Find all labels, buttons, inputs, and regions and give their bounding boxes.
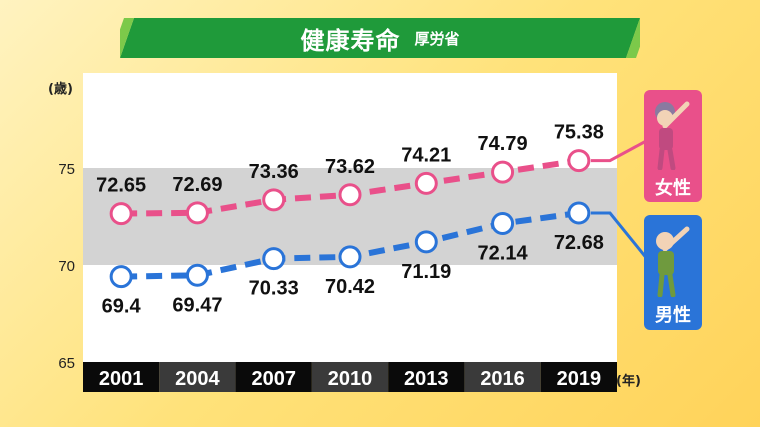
y-axis-unit: (歳) — [48, 82, 73, 97]
data-point-female — [414, 171, 438, 195]
x-category-cell — [235, 362, 312, 392]
data-point-female — [262, 188, 286, 212]
y-tick-label: 75 — [58, 161, 75, 178]
title-banner-shape — [120, 18, 640, 58]
x-category-cell — [388, 362, 465, 392]
data-label-female: 73.62 — [325, 156, 375, 178]
data-label-male: 70.33 — [249, 278, 299, 300]
data-point-female — [185, 201, 209, 225]
data-point-male — [338, 245, 362, 269]
x-tick-label: 2013 — [404, 368, 449, 390]
data-label-female: 73.36 — [249, 161, 299, 183]
legend-male-label: 男性 — [655, 305, 691, 326]
x-tick-label: 2019 — [557, 368, 602, 390]
data-point-male — [109, 265, 133, 289]
data-label-female: 75.38 — [554, 122, 604, 144]
data-point-male — [262, 247, 286, 271]
data-label-female: 74.79 — [478, 133, 528, 155]
data-label-male: 72.14 — [478, 242, 529, 264]
data-point-female — [109, 202, 133, 226]
y-tick-label: 70 — [58, 258, 75, 275]
x-category-cell — [159, 362, 236, 392]
stretching-woman-icon — [655, 101, 690, 170]
data-point-female — [491, 160, 515, 184]
x-tick-label: 2010 — [328, 368, 373, 390]
x-category-cell — [311, 362, 389, 392]
data-label-male: 69.47 — [172, 294, 222, 316]
data-point-female — [567, 149, 591, 173]
data-point-male — [567, 201, 591, 225]
data-label-male: 71.19 — [401, 261, 451, 283]
data-label-male: 72.68 — [554, 232, 604, 254]
x-tick-label: 2004 — [175, 368, 220, 390]
chart-title: 健康寿命 — [300, 26, 401, 55]
data-point-female — [338, 183, 362, 207]
data-label-female: 72.65 — [96, 175, 146, 197]
x-tick-label: 2007 — [251, 368, 296, 390]
legend-male: 男性 — [644, 215, 702, 330]
data-point-male — [414, 230, 438, 254]
legend-female-label: 女性 — [655, 178, 691, 199]
data-point-male — [491, 211, 515, 235]
x-axis-unit: (年) — [616, 374, 641, 389]
data-label-female: 74.21 — [401, 144, 451, 166]
stretching-man-icon — [656, 226, 690, 297]
legend-connector-female — [590, 138, 649, 163]
data-label-male: 70.42 — [325, 276, 375, 298]
legend-connector-male — [590, 211, 650, 261]
x-category-cell — [83, 362, 160, 392]
x-category-cell — [464, 362, 541, 392]
data-label-male: 69.4 — [102, 296, 142, 318]
title-banner: 健康寿命 厚労省 — [120, 18, 640, 58]
legend-female: 女性 — [644, 90, 702, 202]
y-tick-label: 65 — [58, 355, 75, 372]
x-category-cell — [540, 362, 617, 392]
data-label-female: 72.69 — [172, 174, 222, 196]
x-tick-label: 2001 — [99, 368, 144, 390]
chart-source: 厚労省 — [414, 29, 460, 48]
x-tick-label: 2016 — [480, 368, 525, 390]
data-point-male — [185, 263, 209, 287]
